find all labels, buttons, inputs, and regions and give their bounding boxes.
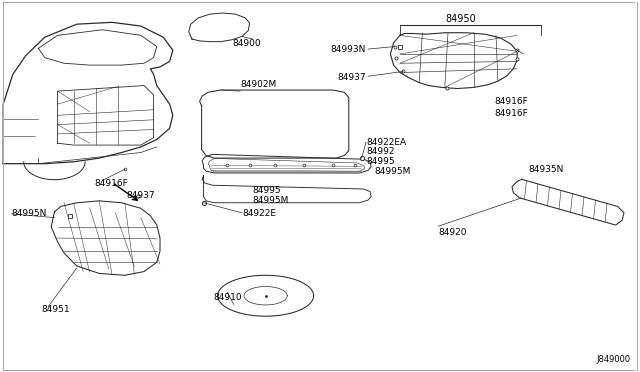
Text: 84916F: 84916F xyxy=(494,109,528,118)
Text: 84935N: 84935N xyxy=(528,165,563,174)
Text: 84922E: 84922E xyxy=(242,209,276,218)
Text: 84937: 84937 xyxy=(127,191,156,200)
Text: 84920: 84920 xyxy=(438,228,467,237)
Text: 84995: 84995 xyxy=(253,186,282,195)
Text: 84995: 84995 xyxy=(366,157,395,166)
Text: 84992: 84992 xyxy=(366,147,395,156)
Text: 84916F: 84916F xyxy=(95,179,129,187)
Text: 84922EA: 84922EA xyxy=(366,138,406,147)
Text: 84916F: 84916F xyxy=(494,97,528,106)
Text: 84902M: 84902M xyxy=(240,80,276,89)
Text: J849000: J849000 xyxy=(596,355,630,364)
Text: 84951: 84951 xyxy=(42,305,70,314)
Text: 84995M: 84995M xyxy=(253,196,289,205)
Text: 84993N: 84993N xyxy=(331,45,366,54)
Text: 84937: 84937 xyxy=(337,73,366,81)
Text: 84995M: 84995M xyxy=(374,167,411,176)
Text: 84950: 84950 xyxy=(445,15,476,24)
Text: 84900: 84900 xyxy=(232,39,261,48)
Text: 84995N: 84995N xyxy=(12,209,47,218)
Text: 84910: 84910 xyxy=(213,293,242,302)
